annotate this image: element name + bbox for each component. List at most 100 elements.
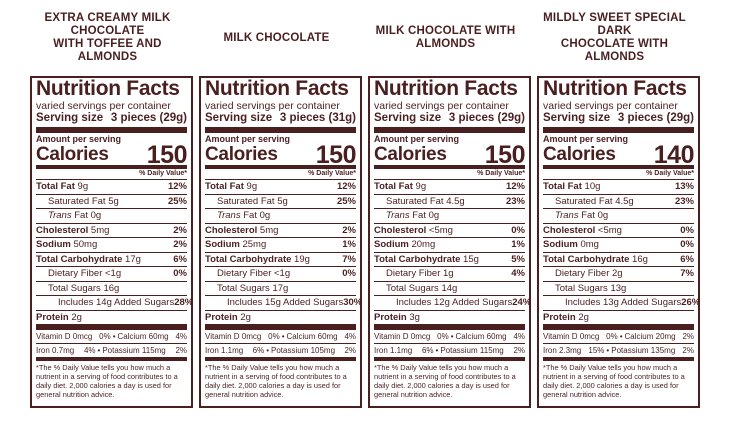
total-fat-label: Total Fat (205, 181, 244, 192)
total-sugars-row: Total Sugars 14g (374, 282, 525, 296)
carbohydrate-amount: 15g (463, 253, 479, 265)
calories-value: 150 (484, 141, 526, 169)
daily-value-footnote: *The % Daily Value tells you how much a … (36, 363, 178, 399)
calcium-label: Calcium 20mg (624, 332, 676, 341)
cholesterol-amount: <5mg (597, 224, 622, 236)
servings-per-container: varied servings per container (543, 100, 678, 112)
sodium-row: Sodium 50mg 2% (36, 238, 187, 253)
potassium-label: Potassium 115mg (440, 346, 504, 355)
added-sugars-row: Includes 12g Added Sugars 24% (374, 296, 531, 311)
added-sugars-dv: 28% (174, 297, 194, 308)
cholesterol-dv: 2% (342, 224, 356, 236)
calories-row: Calories 150 (36, 143, 188, 169)
protein-amount: 2g (71, 311, 82, 323)
fiber-dv: 4% (511, 268, 525, 279)
iron-label: Iron 1.1mg (374, 346, 413, 355)
calories-label: Calories (374, 144, 447, 165)
fiber-label: Dietary Fiber 1g (386, 268, 454, 279)
potassium-dv: 2% (175, 346, 187, 355)
product-heading-line2: WITH TOFFEE AND ALMONDS (53, 38, 162, 63)
total-fat-label: Total Fat (543, 181, 582, 192)
saturated-fat-row: Saturated Fat 5g 25% (205, 195, 356, 209)
carbohydrate-dv: 6% (680, 253, 694, 265)
saturated-fat-label: Saturated Fat 4.5g (386, 195, 465, 207)
fiber-label: Dietary Fiber <1g (48, 268, 122, 279)
serving-size-label: Serving size (374, 112, 442, 124)
calories-label: Calories (36, 144, 109, 165)
fiber-row: Dietary Fiber 2g 7% (543, 267, 694, 282)
carbohydrate-row: Total Carbohydrate 15g 5% (374, 253, 525, 267)
serving-size-label: Serving size (205, 112, 273, 124)
total-sugars-label: Total Sugars 14g (386, 282, 458, 294)
serving-size-label: Serving size (543, 112, 611, 124)
sodium-label: Sodium (374, 239, 409, 250)
trans-fat-amount: Fat 0g (74, 210, 102, 221)
saturated-fat-dv: 25% (336, 195, 356, 207)
daily-value-header: % Daily Value* (205, 169, 356, 180)
carbohydrate-label: Total Carbohydrate (36, 253, 123, 265)
daily-value-header: % Daily Value* (374, 169, 525, 180)
carbohydrate-amount: 17g (125, 253, 141, 265)
fiber-dv: 7% (680, 268, 694, 279)
protein-label: Protein (205, 311, 238, 323)
cholesterol-dv: 2% (173, 224, 187, 236)
total-fat-dv: 13% (674, 181, 694, 192)
serving-size-value: 3 pieces (29g) (448, 112, 525, 124)
saturated-fat-dv: 23% (505, 195, 525, 207)
total-fat-dv: 12% (336, 181, 356, 192)
added-sugars-dv: 24% (512, 297, 532, 308)
cholesterol-label: Cholesterol (205, 224, 258, 236)
fiber-row: Dietary Fiber <1g 0% (36, 267, 187, 282)
iron-dv: 4% (83, 346, 96, 355)
calcium-dv: 4% (175, 332, 187, 341)
trans-fat-amount: Fat 0g (581, 210, 609, 221)
daily-value-footnote: *The % Daily Value tells you how much a … (374, 363, 516, 399)
cholesterol-row: Cholesterol 5mg 2% (205, 224, 356, 238)
product-heading: MILK CHOCOLATE WITH ALMONDS (368, 0, 523, 76)
added-sugars-row: Includes 13g Added Sugars 26% (543, 296, 700, 311)
total-fat-row: Total Fat 9g 12% (374, 180, 525, 195)
saturated-fat-label: Saturated Fat 4.5g (555, 195, 634, 207)
serving-size-value: 3 pieces (29g) (617, 112, 694, 124)
total-fat-row: Total Fat 10g 13% (543, 180, 694, 195)
calories-value: 150 (315, 141, 357, 169)
cholesterol-label: Cholesterol (543, 224, 596, 236)
iron-potassium-row: Iron 2.3mg 15% • Potassium 135mg 2% (543, 344, 694, 361)
vitamin-d-dv: 0% (437, 332, 449, 341)
serving-size-label: Serving size (36, 112, 104, 124)
total-sugars-label: Total Sugars 16g (48, 282, 120, 294)
added-sugars-dv: 26% (681, 297, 701, 308)
potassium-label: Potassium 135mg (611, 346, 676, 355)
sodium-amount: 25mg (242, 239, 267, 250)
protein-label: Protein (543, 311, 576, 323)
calcium-label: Calcium 60mg (286, 332, 338, 341)
carbohydrate-label: Total Carbohydrate (205, 253, 292, 265)
added-sugars-dv: 30% (343, 297, 363, 308)
product-heading: MILK CHOCOLATE (199, 0, 354, 76)
trans-fat-row: Trans Fat 0g (374, 209, 525, 224)
carbohydrate-dv: 5% (511, 253, 525, 265)
vitamin-d-label: Vitamin D 0mcg (543, 332, 600, 341)
serving-size-value: 3 pieces (29g) (110, 112, 187, 124)
cholesterol-label: Cholesterol (374, 224, 427, 236)
sodium-row: Sodium 0mg 0% (543, 238, 694, 253)
vitamin-d-calcium-row: Vitamin D 0mcg 0% • Calcium 60mg 4% (205, 330, 356, 344)
calories-label: Calories (543, 144, 616, 165)
nutrition-column: EXTRA CREAMY MILK CHOCOLATE WITH TOFFEE … (30, 0, 193, 408)
sodium-row: Sodium 25mg 1% (205, 238, 356, 253)
total-fat-dv: 12% (505, 181, 525, 192)
protein-row: Protein 2g (205, 311, 356, 330)
fiber-row: Dietary Fiber <1g 0% (205, 267, 356, 282)
trans-fat-label: Trans (386, 210, 410, 221)
total-sugars-row: Total Sugars 16g (36, 282, 187, 296)
vitamin-d-dv: 0% (606, 332, 618, 341)
iron-potassium-row: Iron 1.1mg 6% • Potassium 105mg 2% (205, 344, 356, 361)
vitamin-d-label: Vitamin D 0mcg (374, 332, 431, 341)
nutrition-facts-panel: Nutrition Facts varied servings per cont… (368, 76, 531, 408)
total-fat-label: Total Fat (374, 181, 413, 192)
calcium-label: Calcium 60mg (455, 332, 507, 341)
cholesterol-dv: 0% (680, 224, 694, 236)
product-heading-line2: CHOCOLATE WITH ALMONDS (560, 38, 669, 63)
saturated-fat-row: Saturated Fat 5g 25% (36, 195, 187, 209)
product-heading: EXTRA CREAMY MILK CHOCOLATE WITH TOFFEE … (30, 0, 185, 76)
